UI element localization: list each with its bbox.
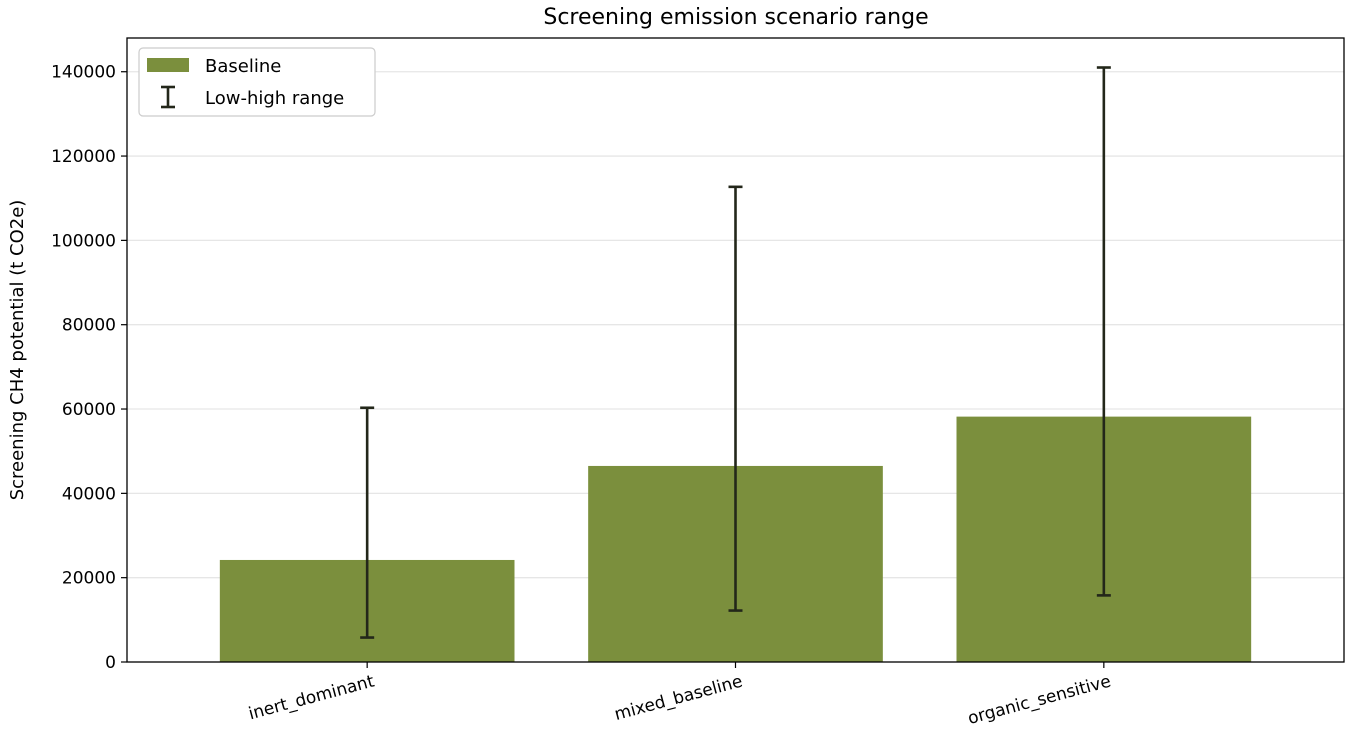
y-axis-label: Screening CH4 potential (t CO2e) (7, 200, 28, 501)
chart-title: Screening emission scenario range (543, 5, 928, 30)
y-tick-label: 120000 (51, 147, 116, 167)
x-tick-label: mixed_baseline (612, 672, 744, 725)
x-axis: inert_dominant mixed_baseline organic_sens… (246, 662, 1113, 729)
legend: Baseline Low-high range (138, 47, 376, 117)
x-tick-label: inert_dominant (246, 671, 376, 724)
y-tick-label: 0 (105, 653, 116, 673)
y-tick-label: 20000 (62, 569, 116, 589)
legend-box (138, 47, 376, 117)
x-tick-label: organic_sensitive (966, 672, 1113, 729)
y-tick-label: 100000 (51, 231, 116, 251)
legend-baseline-swatch (147, 58, 189, 72)
error-bars (360, 66, 1111, 639)
legend-range-swatch (161, 85, 175, 109)
y-tick-label: 140000 (51, 63, 116, 83)
y-axis: 0 20000 40000 60000 80000 100000 120000 140000 (51, 63, 127, 673)
error-bar-organic_sensitive (1096, 66, 1111, 597)
y-tick-label: 80000 (62, 316, 116, 336)
y-tick-label: 60000 (62, 400, 116, 420)
y-tick-label: 40000 (62, 484, 116, 504)
legend-range-label: Low-high range (205, 88, 344, 109)
error-bar-inert_dominant (360, 406, 375, 639)
legend-baseline-label: Baseline (205, 56, 281, 77)
error-bar-mixed_baseline (728, 185, 743, 612)
